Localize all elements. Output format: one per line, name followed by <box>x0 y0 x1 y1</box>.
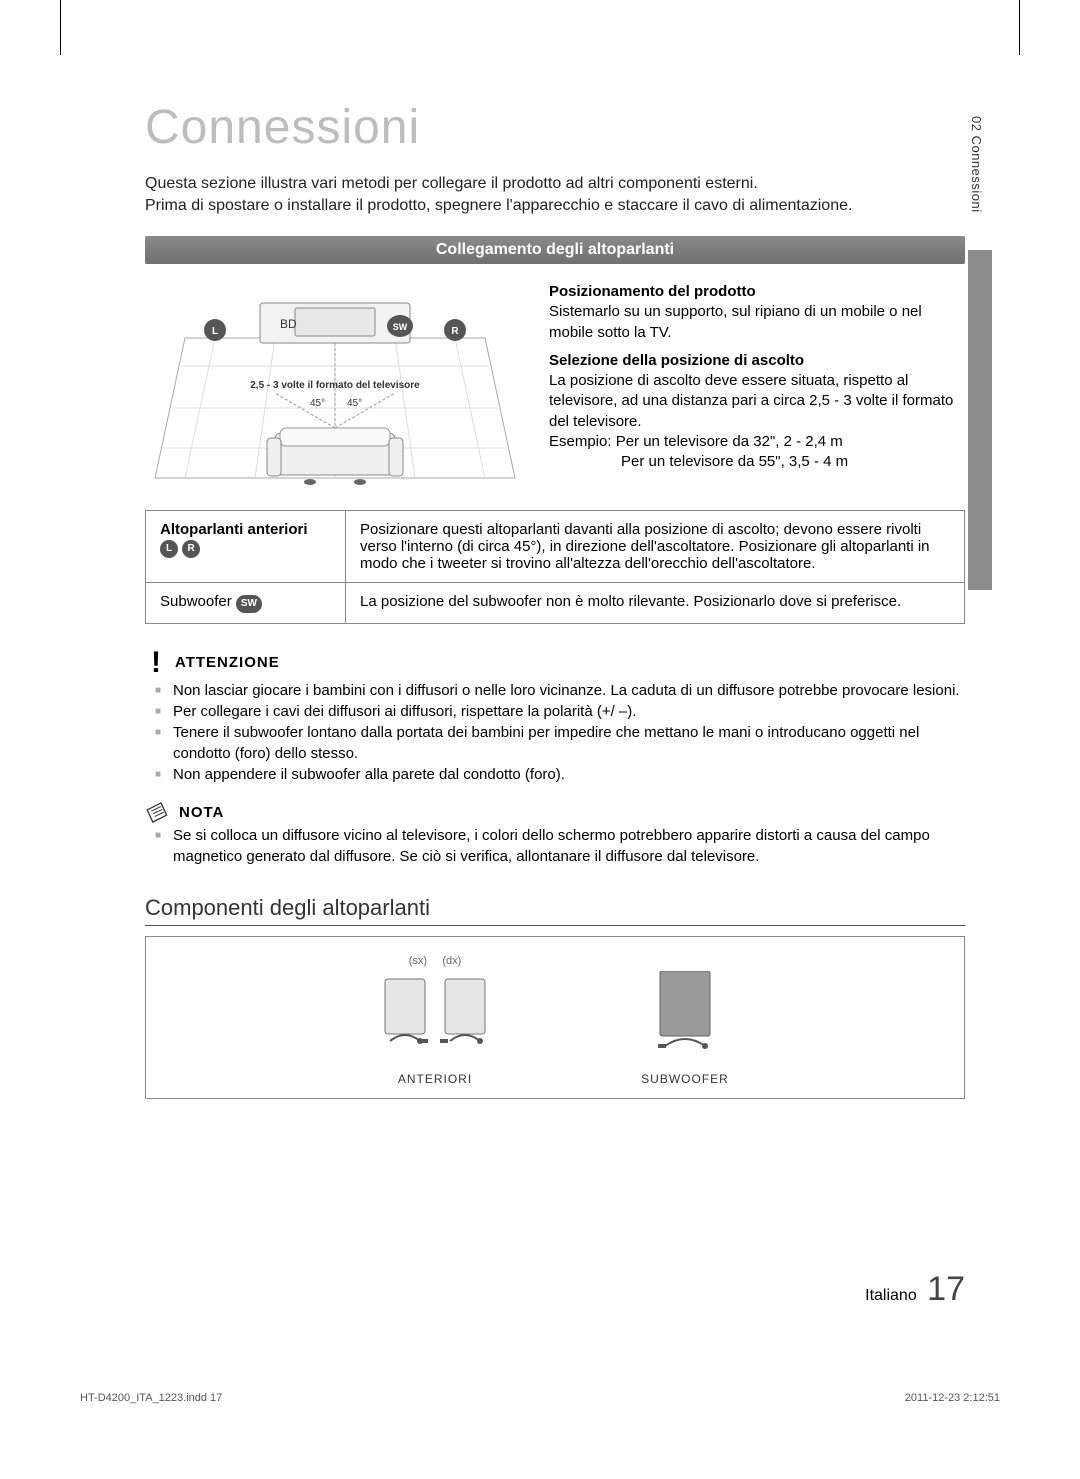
positioning-text: Posizionamento del prodotto Sistemarlo s… <box>549 278 965 488</box>
page-content: Connessioni Questa sezione illustra vari… <box>145 100 965 1099</box>
row1-title: Altoparlanti anteriori <box>160 521 308 538</box>
nota-list: Se si colloca un diffusore vicino al tel… <box>145 825 965 867</box>
components-heading: Componenti degli altoparlanti <box>145 895 965 926</box>
speaker-table: Altoparlanti anteriori L R Posizionare q… <box>145 510 965 624</box>
pos-ex1: Esempio: Per un televisore da 32", 2 - 2… <box>549 432 965 452</box>
footer-lang: Italiano <box>865 1287 917 1304</box>
placement-diagram: BD L R SW 2,5 - 3 volte il formato del t… <box>145 278 525 488</box>
pos-h1: Posizionamento del prodotto <box>549 282 965 302</box>
front-label: ANTERIORI <box>370 1072 500 1086</box>
chapter-tab: 02 Connessioni <box>969 116 984 213</box>
sub-label: SUBWOOFER <box>630 1072 740 1086</box>
svg-text:SW: SW <box>393 322 408 332</box>
front-speakers-icon <box>370 971 500 1061</box>
list-item: Tenere il subwoofer lontano dalla portat… <box>173 722 965 764</box>
intro: Questa sezione illustra vari metodi per … <box>145 173 965 216</box>
list-item: Se si colloca un diffusore vicino al tel… <box>173 825 965 867</box>
svg-text:L: L <box>212 326 218 337</box>
dx-label: (dx) <box>442 955 461 967</box>
exclamation-icon: ! <box>145 646 167 680</box>
list-item: Non appendere il subwoofer alla parete d… <box>173 764 965 785</box>
nota-title: NOTA <box>179 804 224 821</box>
pos-h2: Selezione della posizione di ascolto <box>549 351 965 371</box>
pos-ex2: Per un televisore da 55", 3,5 - 4 m <box>549 452 965 472</box>
section-bar: Collegamento degli altoparlanti <box>145 236 965 264</box>
indesign-slug: HT-D4200_ITA_1223.indd 17 2011-12-23 2:1… <box>80 1392 1000 1404</box>
nota-header: NOTA <box>145 801 965 825</box>
row2-body: La posizione del subwoofer non è molto r… <box>346 583 965 624</box>
footer-page-number: 17 <box>927 1270 965 1308</box>
subwoofer-icon <box>630 971 740 1061</box>
list-item: Non lasciar giocare i bambini con i diff… <box>173 680 965 701</box>
speaker-layout-row: BD L R SW 2,5 - 3 volte il formato del t… <box>145 278 965 488</box>
indd-file: HT-D4200_ITA_1223.indd 17 <box>80 1392 222 1404</box>
intro-line-1: Questa sezione illustra vari metodi per … <box>145 173 965 195</box>
pill-r-icon: R <box>182 540 200 558</box>
attenzione-title: ATTENZIONE <box>175 654 280 671</box>
chapter-tab-block <box>968 250 992 590</box>
front-speakers: (sx) (dx) ANTERIORI <box>370 955 500 1086</box>
attenzione-header: ! ATTENZIONE <box>145 646 965 680</box>
svg-text:BD: BD <box>280 317 297 331</box>
row2-title: Subwoofer <box>160 593 232 610</box>
svg-text:R: R <box>451 326 459 337</box>
pill-sw-icon: SW <box>236 595 262 613</box>
components-box: (sx) (dx) ANTERIORI <box>145 936 965 1099</box>
list-item: Per collegare i cavi dei diffusori ai di… <box>173 701 965 722</box>
page-title: Connessioni <box>145 100 965 155</box>
subwoofer: SUBWOOFER <box>630 955 740 1086</box>
table-row: Altoparlanti anteriori L R Posizionare q… <box>146 511 965 583</box>
table-row: Subwoofer SW La posizione del subwoofer … <box>146 583 965 624</box>
page-footer: Italiano 17 <box>145 1270 965 1309</box>
row1-body: Posizionare questi altoparlanti davanti … <box>346 511 965 583</box>
indd-timestamp: 2011-12-23 2:12:51 <box>905 1392 1000 1404</box>
pos-p2: La posizione di ascolto deve essere situ… <box>549 371 965 432</box>
note-icon <box>143 798 171 826</box>
pill-l-icon: L <box>160 540 178 558</box>
crop-marks <box>0 0 1080 60</box>
svg-text:45°: 45° <box>347 398 362 409</box>
svg-text:45°: 45° <box>310 398 325 409</box>
attenzione-list: Non lasciar giocare i bambini con i diff… <box>145 680 965 785</box>
pos-p1: Sistemarlo su un supporto, sul ripiano d… <box>549 302 965 343</box>
intro-line-2: Prima di spostare o installare il prodot… <box>145 195 965 217</box>
sx-label: (sx) <box>409 955 427 967</box>
